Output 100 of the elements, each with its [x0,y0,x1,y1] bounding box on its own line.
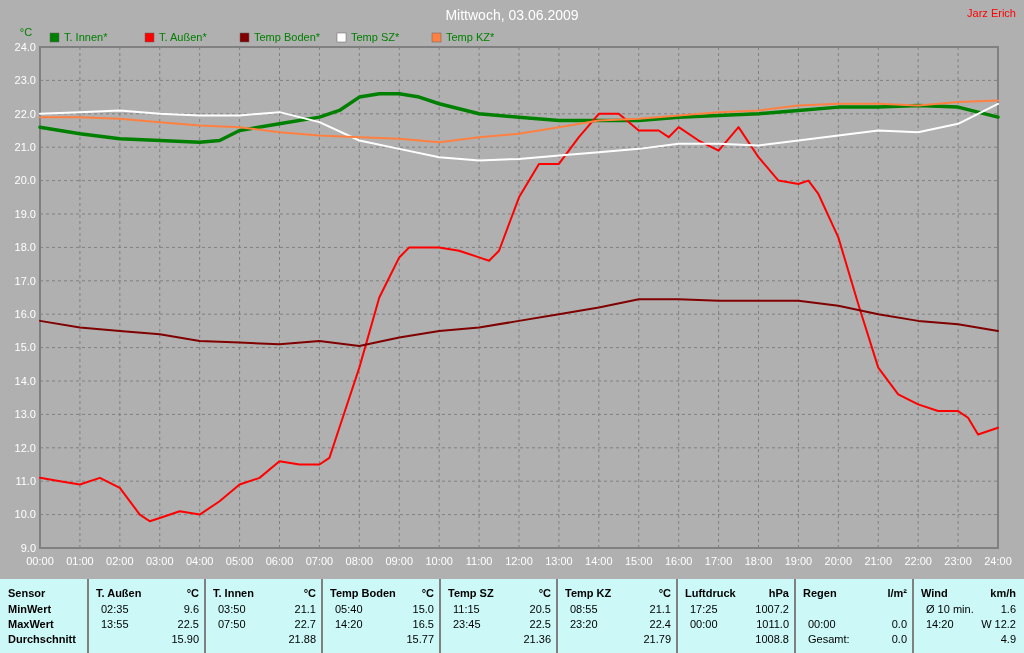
text: Jarz Erich [967,7,1016,19]
text: 21.1 [649,603,671,615]
text: 9.6 [183,603,199,615]
text: 21.79 [643,633,671,645]
y-tick-label: 21.0 [14,141,36,154]
text: 02:35 [101,603,129,615]
line-series [39,102,999,162]
x-tick-label: 22:00 [904,555,932,567]
text: 15.0 [412,603,434,615]
chart-title: Mittwoch, 03.06.2009 [445,7,579,23]
y-tick-label: 11.0 [15,475,36,488]
x-tick-label: 04:00 [185,555,214,567]
y-tick-label: 16.0 [14,308,36,321]
x-tick-label: 24:00 [984,555,1012,567]
legend-label: Temp SZ* [351,31,401,43]
x-tick-label: 19:00 [784,555,813,567]
text: 20.5 [529,603,551,615]
x-tick-label: 10:00 [425,555,453,567]
line-series [39,298,999,347]
x-tick-label: 20:00 [824,555,853,567]
text: 23:45 [453,618,481,630]
text: Regen [803,587,837,599]
text: 4.9 [1000,633,1016,645]
text: Luftdruck [685,587,737,599]
x-tick-label: 18:00 [744,555,773,567]
text: 08:55 [570,603,598,615]
text: 0.0 [891,618,907,630]
text: T. Innen [213,587,255,599]
text: MinWert [8,603,52,615]
y-tick-label: 10.0 [14,508,36,521]
text: 21.88 [288,633,316,645]
text: MaxWert [8,618,54,630]
y-tick-label: 12.0 [14,441,36,454]
text: 15.77 [406,633,434,645]
y-tick-label: 9.0 [20,541,36,554]
text: 05:40 [335,603,363,615]
text: °C [538,587,552,599]
text: 1011.0 [756,618,789,630]
text: 21.36 [523,633,551,645]
text: Durchschnitt [8,633,77,645]
legend-label: T. Innen* [64,31,109,43]
x-tick-label: 13:00 [545,555,573,567]
text: 22.5 [177,618,199,630]
x-tick-label: 11:00 [465,555,493,567]
text: km/h [990,587,1017,599]
text: 11:15 [453,603,480,615]
text: 14:20 [926,618,954,630]
x-tick-label: 00:00 [26,555,54,567]
y-tick-label: 22.0 [14,107,36,120]
text: 1008.8 [755,633,789,645]
y-tick-label: 17.0 [14,274,36,287]
text: hPa [768,587,790,599]
line-series [39,112,999,523]
legend-label: Temp KZ* [446,31,496,43]
x-tick-label: 08:00 [345,555,374,567]
text: 21.1 [294,603,316,615]
x-tick-label: 09:00 [385,555,414,567]
y-tick-label: 14.0 [14,374,36,387]
text: °C [186,587,200,599]
text: °C [421,587,435,599]
x-tick-label: 01:00 [66,555,94,567]
x-tick-label: 12:00 [505,555,533,567]
y-axis-title: °C [19,26,33,38]
text: T. Außen [96,587,142,599]
x-tick-label: 15:00 [624,555,653,567]
y-tick-label: 18.0 [14,241,36,254]
text: 22.7 [294,618,316,630]
text: 13:55 [101,618,129,630]
y-tick-label: 13.0 [14,408,36,421]
text: 16.5 [412,618,434,630]
text: 0.0 [891,633,907,645]
text: Wind [921,587,948,599]
text: 17:25 [690,603,718,615]
text: Temp SZ [448,587,494,599]
y-tick-label: 23.0 [14,74,36,87]
y-tick-label: 19.0 [14,207,36,220]
legend-label: T. Außen* [159,31,208,43]
y-tick-label: 20.0 [14,174,36,187]
text: 23:20 [570,618,598,630]
text: 07:50 [218,618,246,630]
x-tick-label: 02:00 [106,555,134,567]
legend-label: Temp Boden* [254,31,321,43]
x-tick-label: 06:00 [265,555,294,567]
text: Gesamt: [808,633,850,645]
x-tick-label: 23:00 [944,555,972,567]
text: 03:50 [218,603,246,615]
x-tick-label: 14:00 [585,555,613,567]
x-tick-label: 17:00 [704,555,733,567]
x-tick-label: 21:00 [864,555,893,567]
x-tick-label: 07:00 [305,555,334,567]
text: Sensor [8,587,47,599]
text: 15.90 [171,633,199,645]
text: 1007.2 [755,603,789,615]
text: 00:00 [690,618,718,630]
text: W 12.2 [981,618,1016,630]
text: 1.6 [1000,603,1016,615]
y-tick-label: 24.0 [14,40,36,53]
text: Temp Boden [330,587,397,599]
text: 00:00 [808,618,836,630]
text: Ø 10 min. [926,603,974,615]
